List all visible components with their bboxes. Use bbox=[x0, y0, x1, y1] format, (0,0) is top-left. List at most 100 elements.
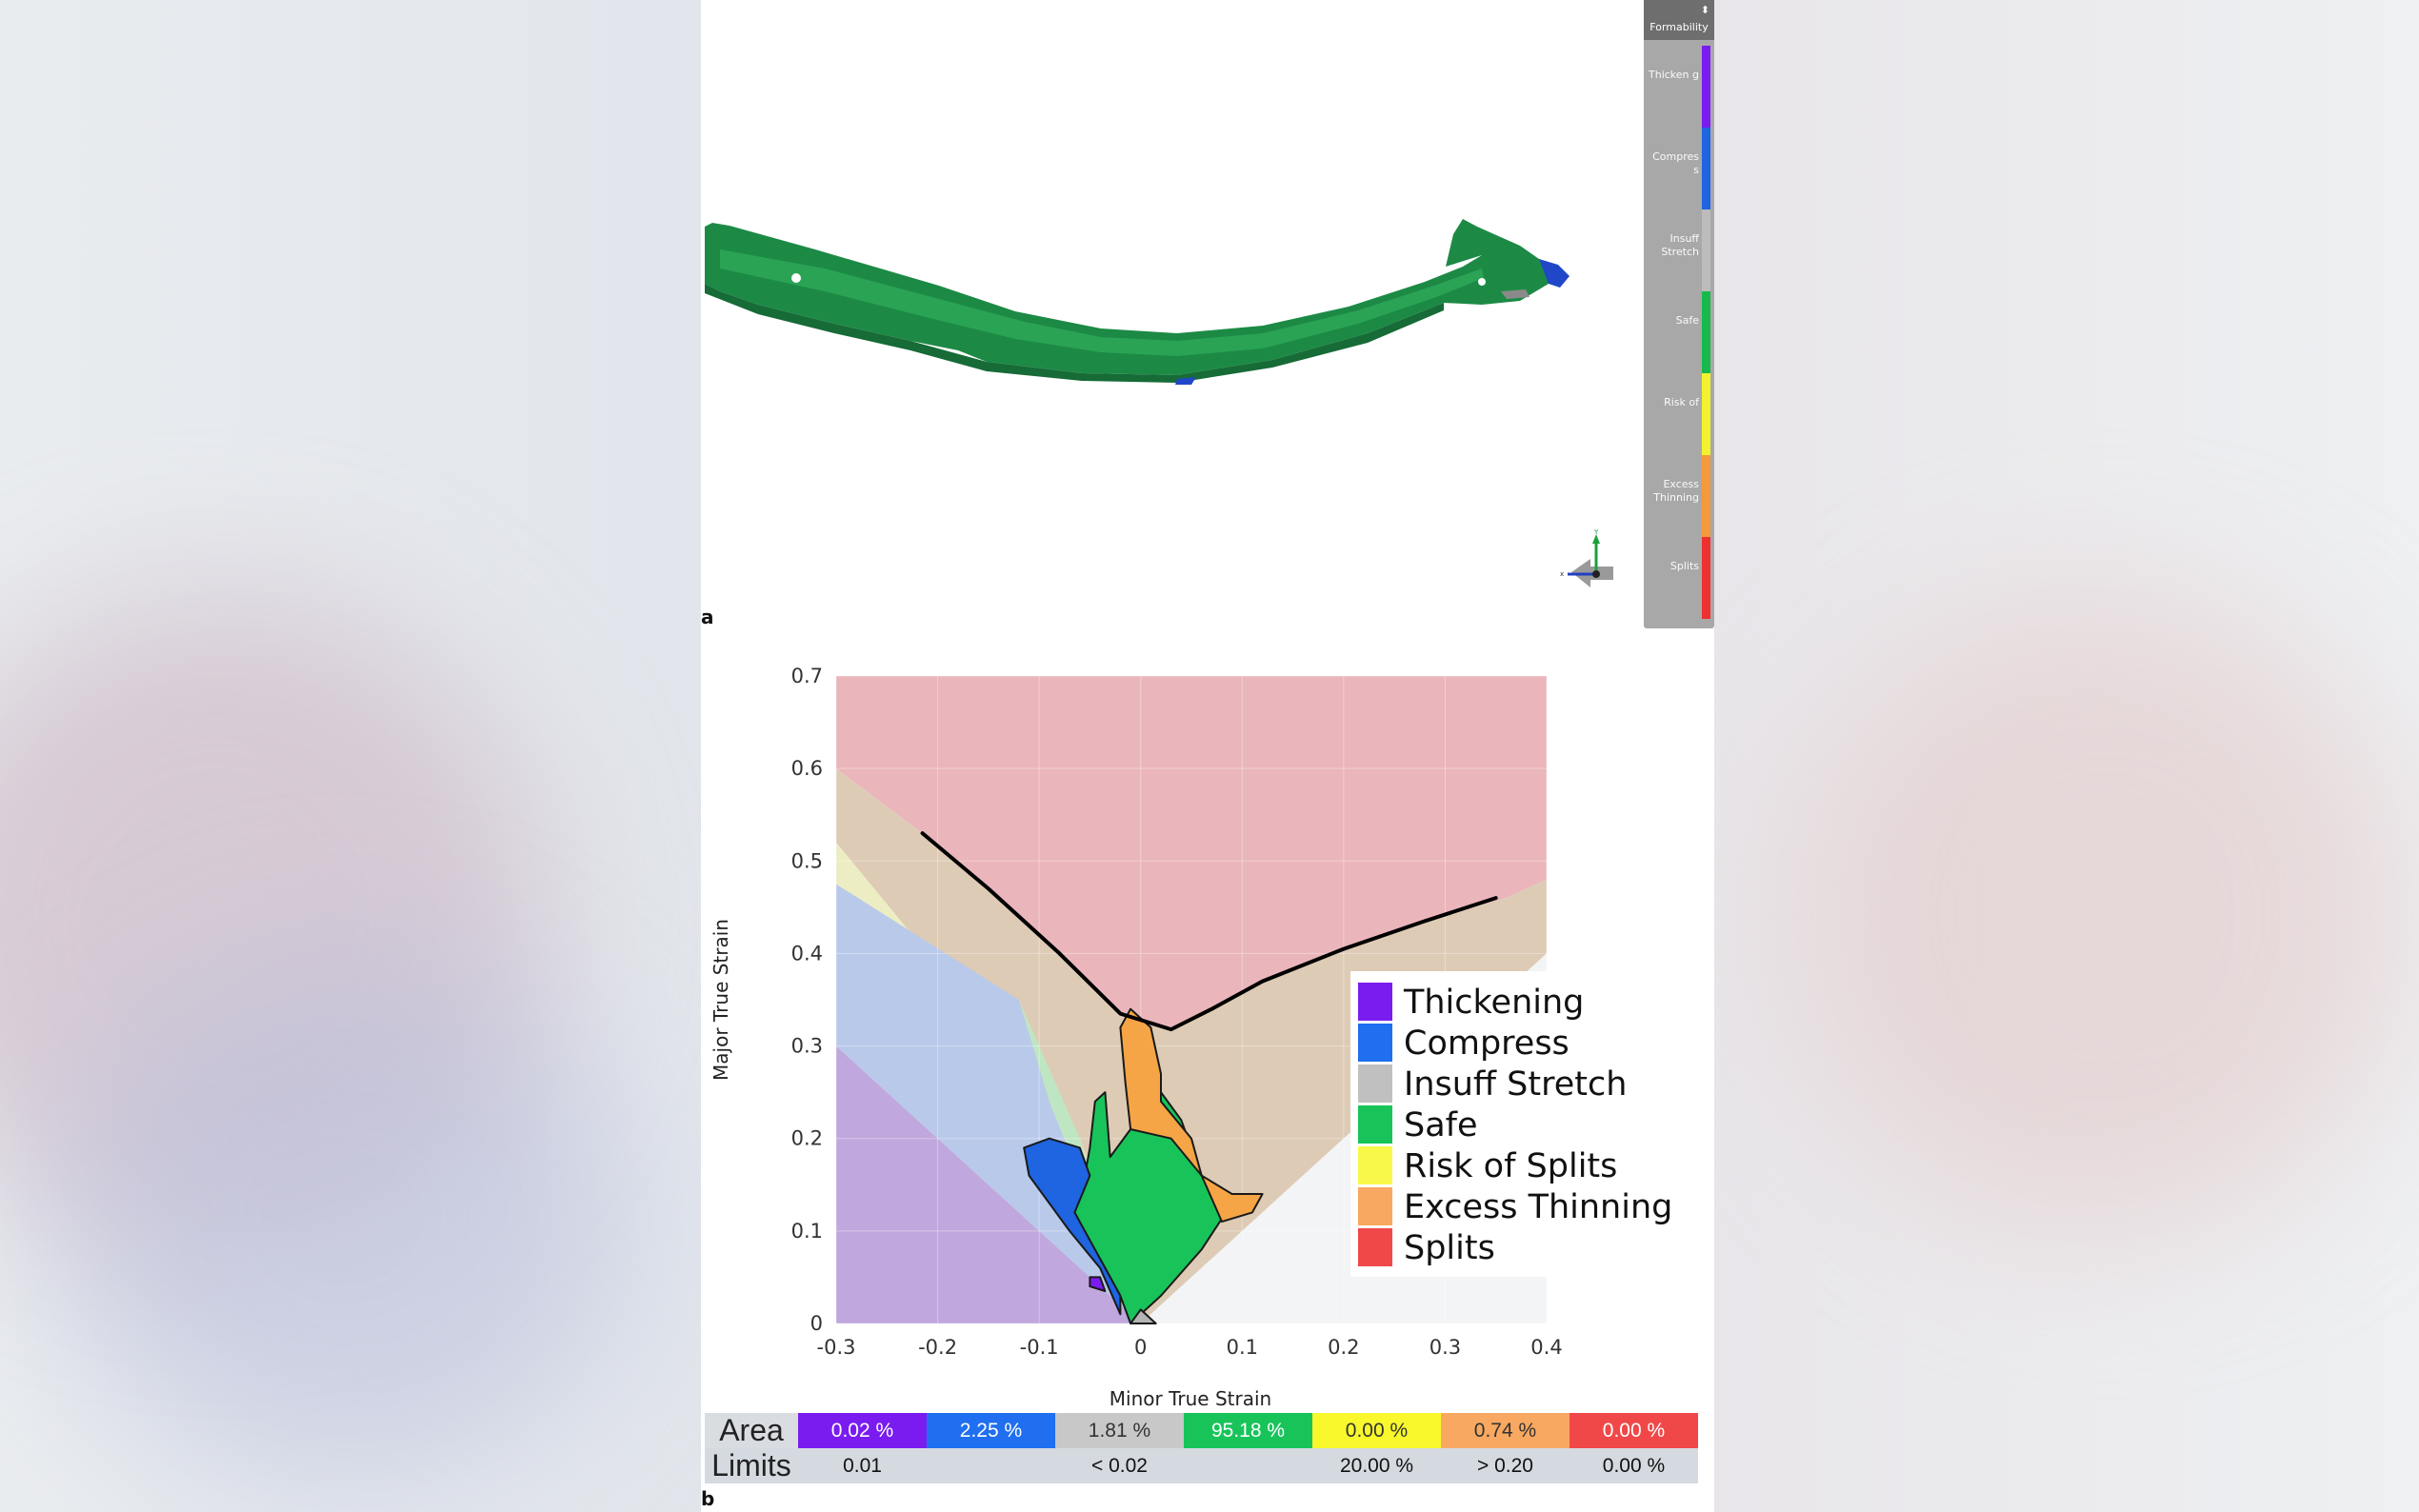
forming-limit-curve bbox=[920, 831, 1498, 1032]
legend-swatch bbox=[1358, 1064, 1392, 1103]
pin-icon[interactable]: ⬍ bbox=[1700, 4, 1709, 16]
panel-label-b: b bbox=[701, 1487, 715, 1510]
legend-entry-label: Safe bbox=[1404, 1106, 1478, 1144]
area-value-cell: 0.00 % bbox=[1312, 1413, 1441, 1448]
area-row: Area 0.02 % 2.25 % 1.81 % 95.18 % 0.00 % 0.74… bbox=[705, 1413, 1698, 1448]
legend-bar-label: Compres s bbox=[1652, 150, 1699, 176]
area-value-cell: 0.00 % bbox=[1569, 1413, 1698, 1448]
panel-label-a: a bbox=[701, 606, 714, 628]
legend-bar-swatch bbox=[1702, 46, 1710, 128]
legend-bar-swatch bbox=[1702, 373, 1710, 455]
x-axis-label: Minor True Strain bbox=[1110, 1387, 1271, 1410]
limit-value-cell: 0.00 % bbox=[1569, 1448, 1698, 1483]
y-tick-label: 0.6 bbox=[791, 757, 823, 780]
legend-entry-label: Risk of Splits bbox=[1404, 1147, 1617, 1185]
area-value: 95.18 % bbox=[1210, 1419, 1286, 1442]
y-tick-label: 0.5 bbox=[791, 849, 823, 872]
legend-bar-label: Insuff Stretch bbox=[1661, 232, 1699, 258]
axis-triad-gizmo[interactable]: Y x bbox=[1558, 528, 1634, 595]
limits-row-label: Limits bbox=[705, 1448, 798, 1483]
legend-swatch bbox=[1358, 983, 1392, 1021]
fld-ticks: -0.3 -0.2 -0.1 0 0.1 0.2 0.3 0.4 0 0.1 0.2 0.3 0.4 0.… bbox=[791, 665, 1563, 1359]
x-tick-label: -0.3 bbox=[817, 1336, 856, 1359]
axis-origin-icon bbox=[1592, 570, 1600, 578]
zone-splits bbox=[836, 676, 1547, 1030]
x-tick-label: 0.4 bbox=[1530, 1336, 1562, 1359]
strain-cloud bbox=[1023, 1007, 1264, 1324]
legend-entry-label: Splits bbox=[1404, 1229, 1495, 1267]
legend-swatch bbox=[1358, 1228, 1392, 1266]
area-value: 0.00 % bbox=[1602, 1419, 1666, 1442]
area-value-cell: 1.81 % bbox=[1055, 1413, 1184, 1448]
legend-bar-swatch bbox=[1702, 291, 1710, 373]
limit-value-cell: > 0.20 bbox=[1441, 1448, 1569, 1483]
area-value: 0.00 % bbox=[1345, 1419, 1409, 1442]
area-value-cell: 2.25 % bbox=[927, 1413, 1055, 1448]
zone-thickening bbox=[836, 1045, 1141, 1323]
legend-bar-label: Safe bbox=[1675, 314, 1699, 327]
legend-swatch bbox=[1358, 1146, 1392, 1184]
area-value-cell: 95.18 % bbox=[1184, 1413, 1312, 1448]
x-tick-label: -0.2 bbox=[918, 1336, 957, 1359]
part-hole bbox=[1478, 278, 1486, 286]
strain-region-thickening bbox=[1089, 1276, 1107, 1292]
y-tick-label: 0.2 bbox=[791, 1127, 823, 1150]
area-value: 0.74 % bbox=[1473, 1419, 1537, 1442]
legend-bar-label: Excess Thinning bbox=[1653, 478, 1699, 504]
formability-legend-bar: ⬍ Formability Thicken g Compres s Insuff S… bbox=[1644, 0, 1714, 628]
forming-limit-curve-group bbox=[920, 831, 1498, 1032]
limit-value-cell: 0.01 bbox=[798, 1448, 927, 1483]
background-blur-left-blue bbox=[57, 952, 629, 1485]
legend-bar-swatch bbox=[1702, 128, 1710, 209]
part-insuff-stretch-region bbox=[1501, 289, 1529, 299]
x-tick-label: -0.1 bbox=[1020, 1336, 1059, 1359]
strain-region-compress bbox=[1023, 1137, 1122, 1316]
x-tick-label: 0.1 bbox=[1227, 1336, 1258, 1359]
limits-row: Limits 0.01 < 0.02 20.00 % > 0.20 0.00 % bbox=[705, 1448, 1698, 1483]
y-tick-label: 0.7 bbox=[791, 665, 823, 687]
y-tick-label: 0 bbox=[810, 1312, 823, 1335]
part-shadow-edge bbox=[705, 284, 1444, 383]
legend-swatch bbox=[1358, 1105, 1392, 1144]
legend-bar-header[interactable]: ⬍ Formability bbox=[1644, 0, 1714, 40]
limit-value-cell bbox=[1184, 1448, 1312, 1483]
area-value: 1.81 % bbox=[1088, 1419, 1151, 1442]
part-3d-view bbox=[705, 219, 1569, 385]
limit-value-cell: 20.00 % bbox=[1312, 1448, 1441, 1483]
area-value-cell: 0.02 % bbox=[798, 1413, 927, 1448]
background-blur-right bbox=[1790, 590, 2419, 1238]
y-tick-label: 0.1 bbox=[791, 1220, 823, 1243]
part-rail bbox=[705, 219, 1558, 375]
zone-excess-thinning bbox=[836, 768, 1547, 1323]
legend-bar-label: Risk of bbox=[1664, 396, 1699, 408]
legend-bar-title: Formability bbox=[1649, 21, 1709, 33]
strain-region-insuff-stretch bbox=[1130, 1308, 1157, 1324]
area-value-cell: 0.74 % bbox=[1441, 1413, 1569, 1448]
area-value: 0.02 % bbox=[830, 1419, 894, 1442]
y-tick-label: 0.4 bbox=[791, 942, 823, 965]
legend-bar-label: Thicken g bbox=[1649, 69, 1699, 81]
area-value: 2.25 % bbox=[959, 1419, 1023, 1442]
legend-swatch bbox=[1358, 1187, 1392, 1225]
legend-entry-label: Insuff Stretch bbox=[1404, 1065, 1627, 1104]
legend-bar-swatch bbox=[1702, 455, 1710, 537]
x-tick-label: 0 bbox=[1134, 1336, 1147, 1359]
legend-swatch bbox=[1358, 1024, 1392, 1062]
part-hole bbox=[791, 273, 801, 283]
part-compress-region bbox=[1539, 259, 1569, 288]
x-tick-label: 0.2 bbox=[1328, 1336, 1359, 1359]
y-axis-label: Major True Strain bbox=[710, 919, 732, 1081]
axis-y-label: Y bbox=[1593, 528, 1599, 536]
forming-limit-diagram: -0.3 -0.2 -0.1 0 0.1 0.2 0.3 0.4 0 0.1 0.2 0.3 0.4 0.… bbox=[710, 665, 1710, 1410]
legend-entry-label: Thickening bbox=[1403, 984, 1584, 1022]
part-body bbox=[705, 219, 1569, 385]
legend-entry-label: Excess Thinning bbox=[1404, 1188, 1672, 1226]
area-row-label: Area bbox=[705, 1413, 798, 1448]
part-rib bbox=[720, 249, 1484, 356]
legend-entry-label: Compress bbox=[1404, 1025, 1569, 1063]
part-compress-region-2 bbox=[1175, 377, 1196, 385]
limit-value-cell: < 0.02 bbox=[1055, 1448, 1184, 1483]
y-tick-label: 0.3 bbox=[791, 1035, 823, 1058]
axis-x-label: x bbox=[1560, 570, 1564, 578]
